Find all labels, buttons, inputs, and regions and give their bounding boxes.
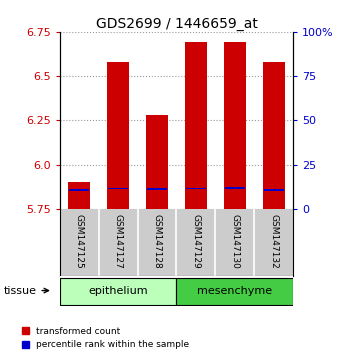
Bar xyxy=(69,182,90,209)
Bar xyxy=(69,189,89,191)
Text: GSM147130: GSM147130 xyxy=(231,214,239,269)
Bar xyxy=(264,189,284,190)
Text: GSM147129: GSM147129 xyxy=(191,214,201,269)
Bar xyxy=(224,42,246,209)
Bar xyxy=(60,278,177,305)
Text: tissue: tissue xyxy=(3,286,36,296)
Bar xyxy=(107,62,129,209)
Bar xyxy=(147,188,167,190)
Text: epithelium: epithelium xyxy=(88,286,148,296)
Bar xyxy=(186,188,206,189)
Bar xyxy=(108,188,128,189)
Bar xyxy=(263,62,284,209)
Title: GDS2699 / 1446659_at: GDS2699 / 1446659_at xyxy=(95,17,257,31)
Bar xyxy=(146,115,168,209)
Bar xyxy=(185,42,207,209)
Text: GSM147127: GSM147127 xyxy=(114,214,122,269)
Text: GSM147128: GSM147128 xyxy=(152,214,162,269)
Text: GSM147125: GSM147125 xyxy=(75,214,84,269)
Bar xyxy=(177,278,293,305)
Text: GSM147132: GSM147132 xyxy=(269,214,278,269)
Text: mesenchyme: mesenchyme xyxy=(197,286,272,296)
Bar xyxy=(225,187,245,189)
Legend: transformed count, percentile rank within the sample: transformed count, percentile rank withi… xyxy=(21,327,189,349)
